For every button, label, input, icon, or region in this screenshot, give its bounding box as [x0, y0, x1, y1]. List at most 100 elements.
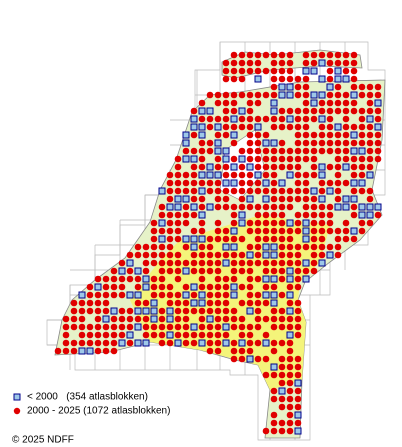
- square-marker: [190, 115, 198, 123]
- dot-marker: [62, 331, 70, 339]
- dot-marker: [102, 283, 110, 291]
- dot-marker: [334, 83, 342, 91]
- dot-marker: [270, 339, 278, 347]
- square-marker: [286, 307, 294, 315]
- dot-marker: [350, 187, 358, 195]
- dot-marker: [238, 283, 246, 291]
- square-marker: [310, 187, 318, 195]
- dot-marker: [206, 347, 214, 355]
- dot-marker: [142, 323, 150, 331]
- dot-marker: [246, 91, 254, 99]
- dot-marker: [166, 235, 174, 243]
- dot-marker: [270, 75, 278, 83]
- dot-marker: [238, 147, 246, 155]
- dot-marker: [270, 323, 278, 331]
- dot-marker: [238, 67, 246, 75]
- dot-marker: [158, 323, 166, 331]
- dot-marker: [238, 91, 246, 99]
- dot-marker: [222, 163, 230, 171]
- dot-marker: [342, 123, 350, 131]
- dot-marker: [350, 67, 358, 75]
- dot-marker: [342, 179, 350, 187]
- dot-marker: [86, 339, 94, 347]
- square-marker: [206, 107, 214, 115]
- square-marker: [286, 91, 294, 99]
- dot-marker: [310, 131, 318, 139]
- dot-marker: [222, 331, 230, 339]
- dot-marker: [366, 83, 374, 91]
- dot-marker: [278, 403, 286, 411]
- dot-marker: [150, 243, 158, 251]
- dot-marker: [286, 195, 294, 203]
- dot-marker: [214, 299, 222, 307]
- square-marker: [270, 243, 278, 251]
- dot-marker: [174, 275, 182, 283]
- dot-marker: [214, 219, 222, 227]
- dot-marker: [190, 195, 198, 203]
- dot-marker: [182, 211, 190, 219]
- dot-marker: [310, 115, 318, 123]
- square-marker: [334, 67, 342, 75]
- dot-marker: [254, 227, 262, 235]
- dot-marker: [310, 219, 318, 227]
- dot-marker: [310, 243, 318, 251]
- dot-marker: [174, 227, 182, 235]
- dot-marker: [358, 187, 366, 195]
- dot-marker: [62, 315, 70, 323]
- dot-marker: [206, 91, 214, 99]
- dot-marker: [270, 187, 278, 195]
- dot-marker: [222, 187, 230, 195]
- dot-marker: [206, 123, 214, 131]
- dot-marker: [198, 323, 206, 331]
- dot-marker: [254, 235, 262, 243]
- dot-marker: [110, 283, 118, 291]
- dot-marker: [294, 323, 302, 331]
- dot-marker: [222, 171, 230, 179]
- dot-marker: [302, 171, 310, 179]
- square-marker: [318, 259, 326, 267]
- dot-marker: [206, 299, 214, 307]
- square-marker: [350, 195, 358, 203]
- dot-marker: [230, 275, 238, 283]
- dot-marker: [174, 299, 182, 307]
- square-marker: [78, 347, 86, 355]
- dot-marker: [278, 243, 286, 251]
- dot-marker: [278, 275, 286, 283]
- square-marker: [182, 131, 190, 139]
- dot-marker: [246, 331, 254, 339]
- dot-marker: [294, 75, 302, 83]
- dot-marker: [358, 83, 366, 91]
- dot-marker: [182, 203, 190, 211]
- dot-marker: [158, 243, 166, 251]
- dot-marker: [262, 331, 270, 339]
- dot-marker: [174, 307, 182, 315]
- dot-marker: [310, 259, 318, 267]
- dot-marker: [286, 427, 294, 435]
- dot-marker: [294, 115, 302, 123]
- dot-marker: [94, 275, 102, 283]
- dot-marker: [286, 243, 294, 251]
- square-marker: [302, 219, 310, 227]
- dot-marker: [270, 395, 278, 403]
- dot-marker: [246, 219, 254, 227]
- dot-marker: [350, 75, 358, 83]
- dot-marker: [254, 259, 262, 267]
- square-marker: [214, 123, 222, 131]
- square-marker: [350, 227, 358, 235]
- dot-marker: [230, 75, 238, 83]
- dot-marker: [254, 243, 262, 251]
- dot-marker: [358, 163, 366, 171]
- dot-marker: [350, 51, 358, 59]
- dot-marker: [374, 131, 382, 139]
- dot-marker: [262, 371, 270, 379]
- dot-marker: [358, 123, 366, 131]
- dot-marker: [294, 331, 302, 339]
- dot-marker: [62, 339, 70, 347]
- dot-marker: [166, 243, 174, 251]
- dot-marker: [262, 147, 270, 155]
- dot-marker: [158, 259, 166, 267]
- square-marker: [358, 211, 366, 219]
- dot-marker: [286, 251, 294, 259]
- dot-marker: [302, 75, 310, 83]
- dot-marker: [310, 171, 318, 179]
